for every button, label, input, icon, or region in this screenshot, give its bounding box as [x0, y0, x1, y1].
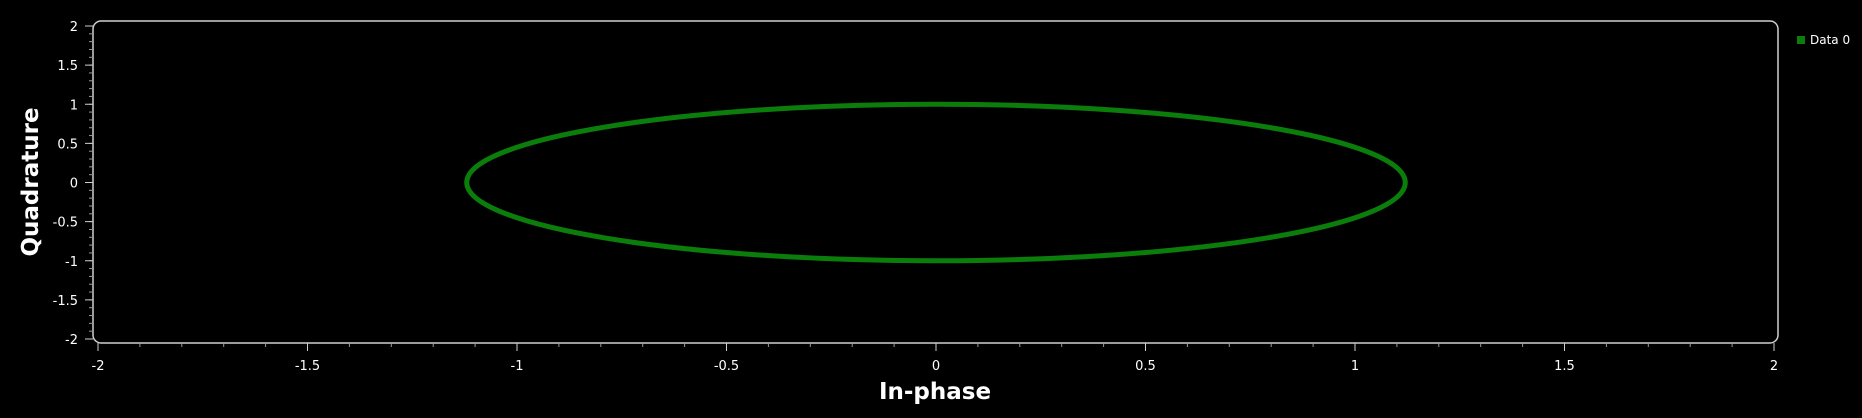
x-tick-label: 2 — [1770, 359, 1778, 374]
y-tick-label: 0 — [70, 177, 78, 192]
series-data-0-trace — [464, 101, 1408, 264]
legend: Data 0 — [1797, 33, 1850, 47]
y-axis-title: Quadrature — [18, 107, 44, 256]
y-tick-label: -0.5 — [53, 216, 78, 231]
plot-frame — [92, 20, 1779, 344]
x-tick-label: 1.5 — [1554, 359, 1575, 374]
y-tick-label: 0.5 — [57, 137, 78, 152]
x-tick-label: 0.5 — [1135, 359, 1156, 374]
x-tick-label: -0.5 — [714, 359, 739, 374]
x-tick-label: -2 — [92, 359, 105, 374]
series-layer — [464, 101, 1408, 264]
legend-label-data-0: Data 0 — [1810, 33, 1850, 47]
x-tick-labels: -2 -1.5 -1 -0.5 0 0.5 1 1.5 2 — [92, 343, 1778, 374]
y-tick-labels: 2 1.5 1 0.5 0 -0.5 -1 -1.5 -2 — [53, 20, 93, 348]
y-tick-label: -1.5 — [53, 294, 78, 309]
x-axis-title: In-phase — [879, 379, 991, 405]
x-tick-label: -1.5 — [295, 359, 320, 374]
y-tick-label: 2 — [70, 20, 78, 35]
y-tick-label: 1 — [70, 98, 78, 113]
y-tick-label: -2 — [65, 333, 78, 348]
x-tick-label: 0 — [932, 359, 940, 374]
x-tick-label: 1 — [1351, 359, 1359, 374]
y-tick-label: -1 — [65, 255, 78, 270]
x-tick-label: -1 — [511, 359, 524, 374]
y-tick-label: 1.5 — [57, 59, 78, 74]
legend-swatch-data-0 — [1797, 36, 1805, 44]
